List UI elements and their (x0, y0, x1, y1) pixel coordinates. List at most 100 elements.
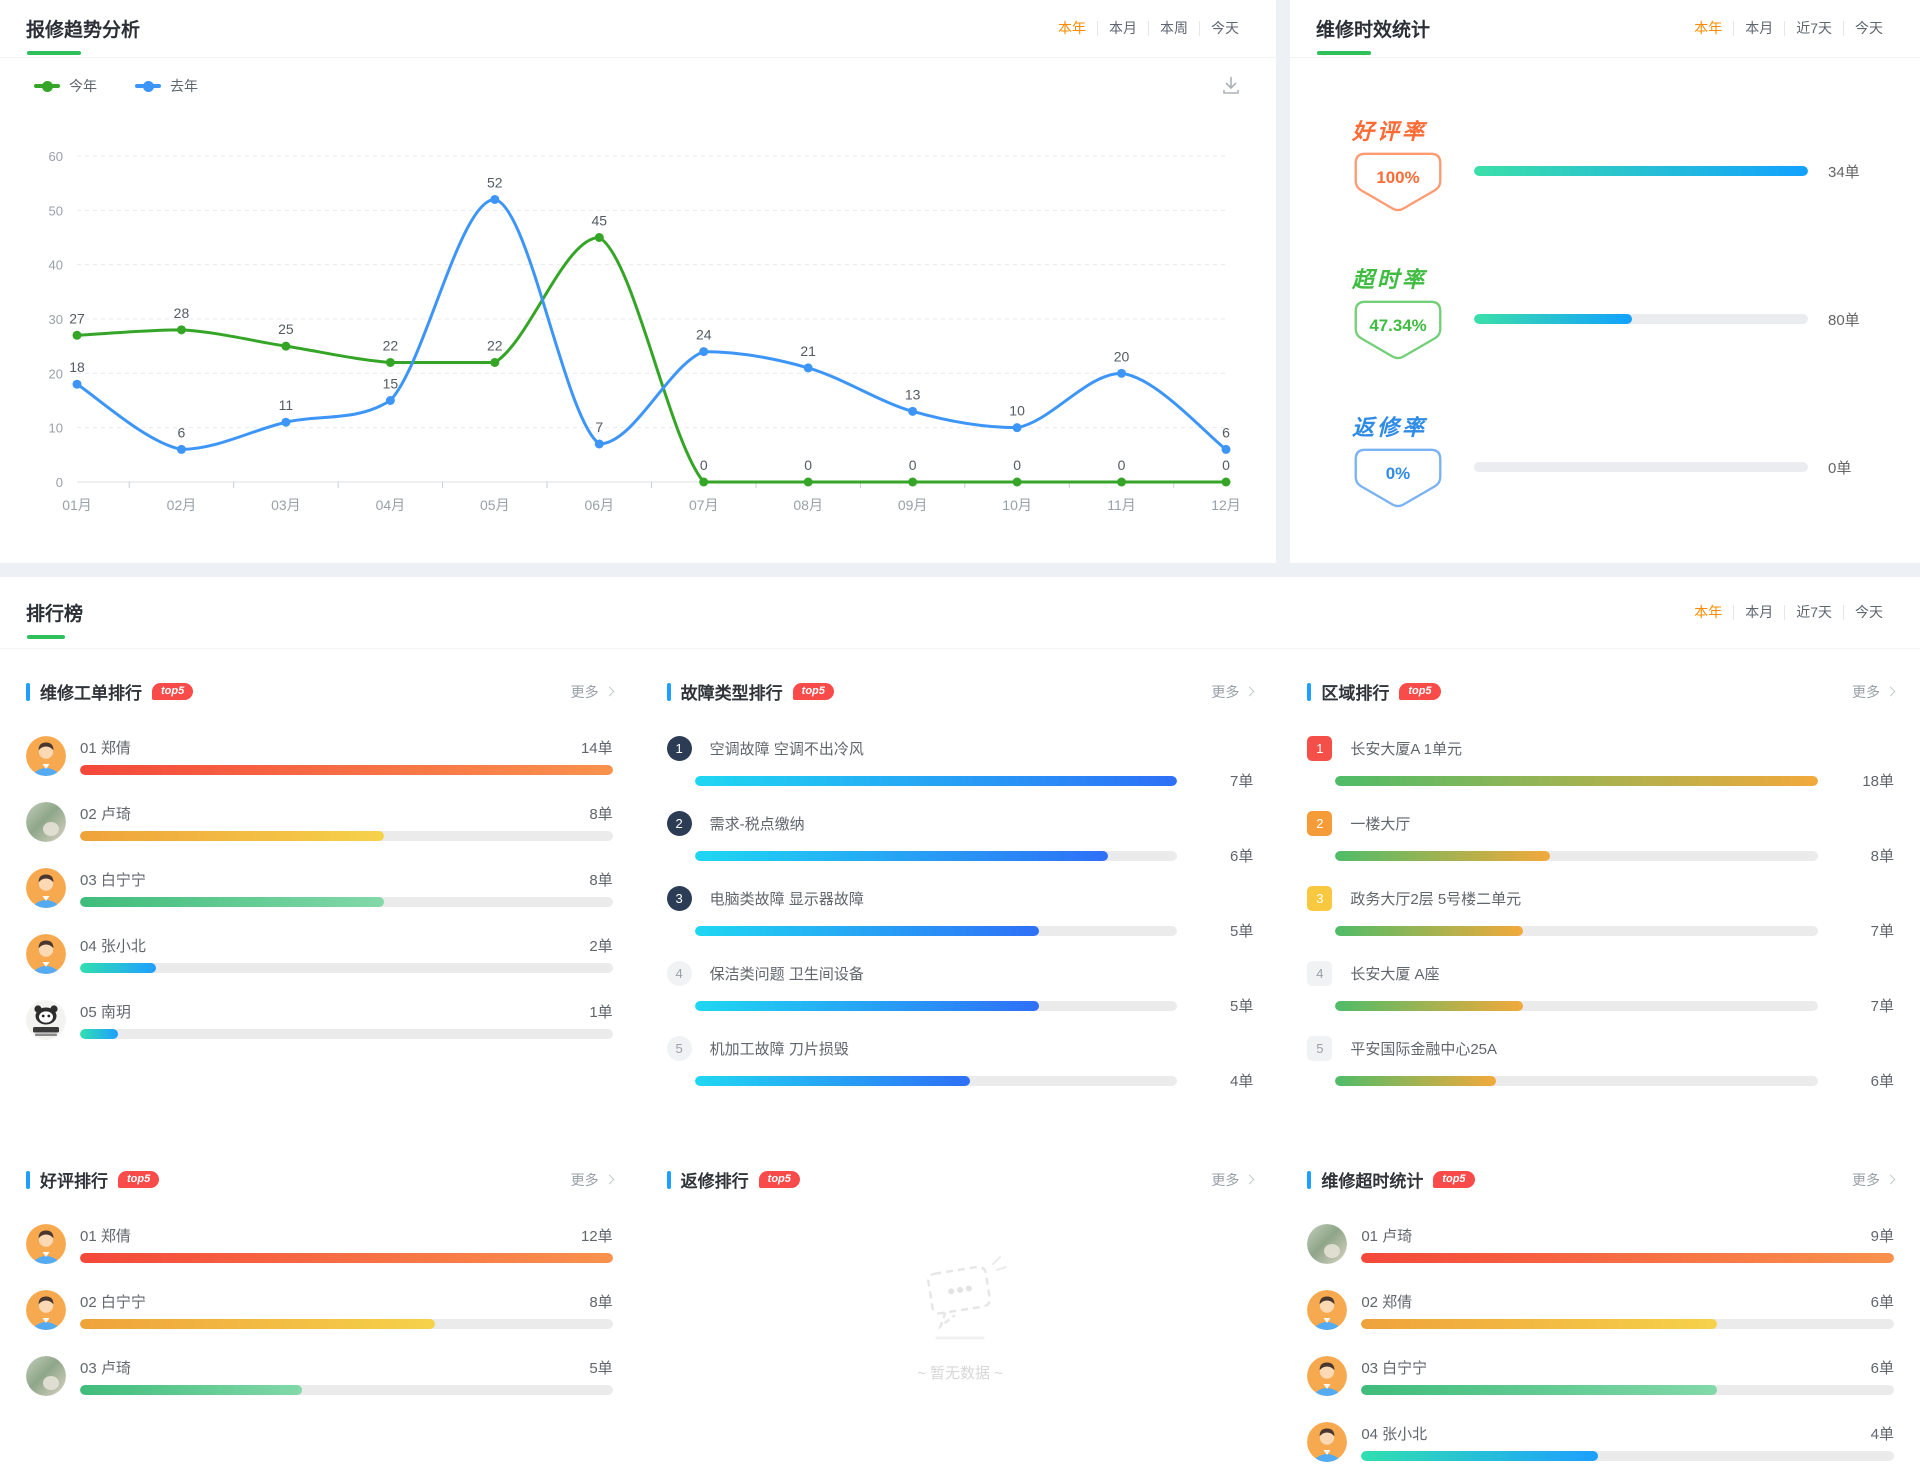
time-range-tab[interactable]: 本周 (1148, 21, 1199, 36)
rank-badge: 5 (1307, 1036, 1333, 1061)
stat-bar-zone: 80单 (1474, 312, 1894, 329)
time-range-tab[interactable]: 本月 (1733, 605, 1784, 620)
time-range-tab[interactable]: 今天 (1843, 605, 1894, 620)
svg-text:05月: 05月 (480, 497, 510, 513)
ranking-tabs: 本年 本月 近7天 今天 (1683, 605, 1894, 620)
item-name: 04 张小北 (80, 938, 146, 955)
more-link[interactable]: 更多 (1852, 682, 1896, 702)
svg-text:03月: 03月 (271, 497, 301, 513)
download-icon[interactable] (1216, 70, 1246, 103)
list-item: 4 保洁类问题 卫生间设备 5单 (666, 961, 1253, 1016)
item-value: 4单 (1229, 1073, 1254, 1090)
item-name: 02 郑倩 (1361, 1294, 1413, 1311)
svg-text:100%: 100% (1376, 168, 1419, 187)
progress-track (694, 1075, 1178, 1086)
legend-item[interactable]: 今年 (34, 76, 97, 96)
more-link[interactable]: 更多 (1852, 1170, 1896, 1190)
time-range-tab[interactable]: 近7天 (1784, 605, 1843, 620)
list-item: 05 南玥 1单 (26, 1000, 613, 1046)
item-name: 03 白宁宁 (1361, 1360, 1428, 1377)
efficiency-card: 维修时效统计 本年 本月 近7天 今天 好评率 100% 34单 超时率 47.34% 80单返… (1290, 0, 1920, 563)
more-link[interactable]: 更多 (1211, 1170, 1255, 1190)
no-data-icon (927, 1256, 1007, 1340)
time-range-tab[interactable]: 本月 (1097, 21, 1148, 36)
svg-text:27: 27 (69, 310, 85, 326)
item-value: 9单 (1870, 1228, 1894, 1245)
panel-title: 区域排行 (1321, 684, 1390, 703)
time-range-tab[interactable]: 今天 (1199, 21, 1250, 36)
svg-text:02月: 02月 (167, 497, 197, 513)
svg-text:6: 6 (1222, 424, 1230, 440)
svg-text:0: 0 (1118, 457, 1126, 473)
time-range-tab[interactable]: 今天 (1843, 21, 1894, 36)
time-range-tab[interactable]: 本年 (1694, 20, 1723, 36)
time-range-tab[interactable]: 本年 (1694, 604, 1723, 620)
svg-text:09月: 09月 (898, 497, 928, 513)
item-name: 政务大厅2层 5号楼二单元 (1350, 891, 1522, 908)
item-value: 7单 (1870, 998, 1894, 1015)
panel-title: 好评排行 (40, 1172, 108, 1191)
svg-text:0: 0 (700, 457, 708, 473)
list-item: 03 白宁宁 8单 (26, 868, 613, 914)
efficiency-card-title: 维修时效统计 (1316, 15, 1430, 55)
item-value: 14单 (580, 740, 613, 757)
legend-line-dot-icon (135, 80, 161, 92)
time-range-tab[interactable]: 本月 (1733, 21, 1784, 36)
item-name: 01 卢琦 (1361, 1228, 1413, 1245)
item-value: 6单 (1229, 848, 1254, 865)
time-range-tab[interactable]: 近7天 (1784, 21, 1843, 36)
more-link[interactable]: 更多 (1211, 682, 1255, 702)
rank-badge: 2 (666, 811, 692, 836)
progress-fill (80, 1385, 303, 1395)
svg-text:0: 0 (909, 457, 917, 473)
more-link[interactable]: 更多 (571, 682, 615, 702)
progress-track (80, 831, 613, 841)
progress-track (80, 1385, 613, 1395)
list-item: 04 张小北 2单 (26, 934, 613, 980)
stat-row: 超时率 47.34% 80单 (1352, 262, 1894, 410)
item-name: 03 白宁宁 (80, 872, 146, 889)
list-item: 03 卢琦 5单 (26, 1356, 613, 1402)
stat-count: 34单 (1828, 163, 1860, 181)
stat-percent-badge-icon: 47.34% (1354, 300, 1442, 360)
progress-fill (80, 1253, 613, 1263)
panel-accent-bar (26, 682, 30, 701)
stat-row: 好评率 100% 34单 (1352, 114, 1894, 262)
svg-text:22: 22 (487, 337, 503, 353)
svg-text:24: 24 (696, 327, 712, 343)
item-name: 电脑类故障 显示器故障 (709, 891, 864, 908)
svg-text:15: 15 (383, 376, 399, 392)
progress-track (1361, 1253, 1894, 1263)
item-name: 01 郑倩 (80, 740, 131, 757)
rank-badge: 2 (1307, 811, 1333, 836)
chart-legend: 今年 去年 (34, 76, 198, 96)
ranking-card-header: 排行榜 本年 本月 近7天 今天 (0, 577, 1920, 649)
more-link[interactable]: 更多 (571, 1170, 615, 1190)
progress-fill (1335, 1075, 1497, 1086)
man-avatar (26, 736, 66, 776)
svg-text:0%: 0% (1386, 464, 1410, 483)
item-value: 8单 (589, 806, 613, 823)
progress-track (80, 1253, 613, 1263)
photo-avatar (1307, 1224, 1348, 1264)
chevron-right-icon (1244, 686, 1255, 697)
rank-badge: 3 (1307, 886, 1333, 911)
stat-progress-track (1474, 462, 1808, 472)
rank-badge: 5 (666, 1036, 692, 1061)
time-range-tab[interactable]: 本年 (1058, 20, 1086, 36)
stat-progress-track (1474, 166, 1808, 176)
progress-fill (694, 1075, 971, 1086)
progress-fill (694, 775, 1178, 786)
stat-progress-fill (1474, 314, 1633, 324)
progress-fill (694, 925, 1040, 936)
list-item: 5 平安国际金融中心25A 6单 (1307, 1036, 1894, 1091)
stat-title: 好评率 (1352, 119, 1428, 144)
ranking-panel: 区域排行 top5 更多 1 长安大厦A 1单元 18单 2 一楼大厅 8单 3 政务大厅2层 5号… (1307, 679, 1896, 1111)
top5-badge: top5 (1399, 683, 1441, 700)
svg-text:25: 25 (278, 321, 294, 337)
svg-text:12月: 12月 (1211, 497, 1241, 513)
panel-head: 区域排行 top5 更多 (1307, 679, 1896, 704)
legend-item[interactable]: 去年 (135, 76, 198, 96)
progress-fill (694, 1000, 1040, 1011)
